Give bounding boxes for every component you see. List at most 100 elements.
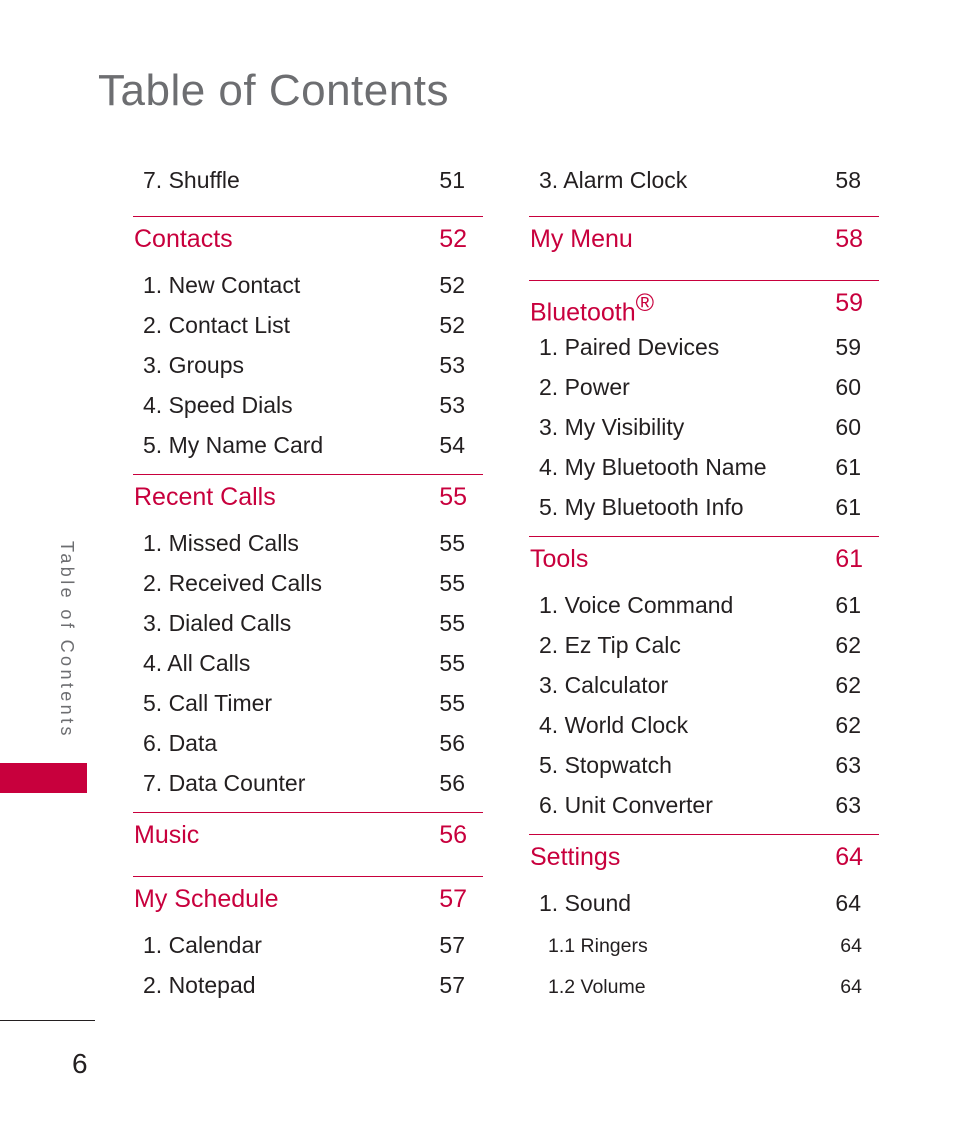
entry-page: 54 — [439, 432, 465, 458]
entry-label: 1. Calendar — [143, 932, 262, 958]
section-title: Music — [134, 821, 200, 849]
section-title: Bluetooth® — [530, 288, 654, 327]
entry-label: 3. My Visibility — [539, 414, 685, 440]
entry-page: 62 — [835, 632, 861, 658]
entry-page: 55 — [439, 610, 465, 636]
toc-entry[interactable]: 6. Data 56 — [133, 723, 483, 763]
toc-entry[interactable]: 1. Missed Calls 55 — [133, 523, 483, 563]
toc-entry[interactable]: 1. New Contact 52 — [133, 265, 483, 305]
toc-entry[interactable]: 2. Ez Tip Calc 62 — [529, 625, 879, 665]
section-page: 58 — [835, 225, 863, 253]
toc-entry[interactable]: 1. Sound 64 — [529, 883, 879, 923]
section-title: Contacts — [134, 225, 233, 253]
entry-label: 1. Sound — [539, 890, 632, 916]
toc-entry[interactable]: 5. Stopwatch 63 — [529, 745, 879, 785]
toc-section-recent-calls[interactable]: Recent Calls 55 — [133, 474, 483, 523]
entry-page: 59 — [835, 334, 861, 360]
toc-entry[interactable]: 4. World Clock 62 — [529, 705, 879, 745]
entry-page: 51 — [439, 167, 465, 193]
toc-entry[interactable]: 5. My Bluetooth Info 61 — [529, 487, 879, 527]
toc-section-bluetooth[interactable]: Bluetooth® 59 — [529, 280, 879, 327]
toc-section-music[interactable]: Music 56 — [133, 812, 483, 876]
toc-entry[interactable]: 7. Shuffle 51 — [133, 160, 483, 200]
entry-label: 4. Speed Dials — [143, 392, 293, 418]
entry-label: 2. Received Calls — [143, 570, 322, 596]
toc-section-settings[interactable]: Settings 64 — [529, 834, 879, 883]
section-title: Tools — [530, 545, 589, 573]
entry-label: 2. Power — [539, 374, 630, 400]
entry-page: 57 — [439, 932, 465, 958]
entry-label: 5. Call Timer — [143, 690, 273, 716]
entry-label: 1. Paired Devices — [539, 334, 720, 360]
entry-page: 62 — [835, 672, 861, 698]
entry-page: 55 — [439, 690, 465, 716]
entry-label: 6. Data — [143, 730, 218, 756]
section-title: My Menu — [530, 225, 633, 253]
footer-rule — [0, 1020, 95, 1021]
entry-label: 4. All Calls — [143, 650, 251, 676]
entry-label: 2. Contact List — [143, 312, 291, 338]
entry-label: 3. Dialed Calls — [143, 610, 292, 636]
entry-label: 7. Data Counter — [143, 770, 306, 796]
entry-page: 63 — [835, 752, 861, 778]
entry-label: 2. Ez Tip Calc — [539, 632, 681, 658]
toc-entry[interactable]: 2. Received Calls 55 — [133, 563, 483, 603]
entry-page: 60 — [835, 374, 861, 400]
toc-subentry[interactable]: 1.2 Volume 64 — [529, 964, 879, 1005]
toc-entry[interactable]: 2. Notepad 57 — [133, 965, 483, 1005]
entry-label: 3. Alarm Clock — [539, 167, 688, 193]
section-page: 64 — [835, 843, 863, 871]
toc-section-my-menu[interactable]: My Menu 58 — [529, 216, 879, 280]
entry-label: 1.1 Ringers — [548, 935, 648, 957]
entry-label: 6. Unit Converter — [539, 792, 713, 818]
entry-page: 56 — [439, 730, 465, 756]
section-page: 52 — [439, 225, 467, 253]
toc-section-contacts[interactable]: Contacts 52 — [133, 216, 483, 265]
entry-label: 5. My Name Card — [143, 432, 324, 458]
entry-page: 55 — [439, 570, 465, 596]
entry-label: 1. Missed Calls — [143, 530, 299, 556]
toc-entry[interactable]: 3. Alarm Clock 58 — [529, 160, 879, 200]
section-title-text: Bluetooth — [530, 298, 636, 327]
entry-page: 63 — [835, 792, 861, 818]
toc-section-tools[interactable]: Tools 61 — [529, 536, 879, 585]
toc-entry[interactable]: 2. Contact List 52 — [133, 305, 483, 345]
side-tab-label: Table of Contents — [57, 541, 77, 739]
toc-entry[interactable]: 4. All Calls 55 — [133, 643, 483, 683]
section-page: 59 — [835, 289, 863, 317]
section-page: 55 — [439, 483, 467, 511]
section-title: Recent Calls — [134, 483, 276, 511]
toc-subentry[interactable]: 1.1 Ringers 64 — [529, 923, 879, 964]
entry-page: 53 — [439, 352, 465, 378]
entry-page: 64 — [835, 890, 861, 916]
toc-section-my-schedule[interactable]: My Schedule 57 — [133, 876, 483, 925]
toc-entry[interactable]: 3. Groups 53 — [133, 345, 483, 385]
entry-page: 62 — [835, 712, 861, 738]
section-page: 57 — [439, 885, 467, 913]
toc-left-column: 7. Shuffle 51 Contacts 52 1. New Contact 52… — [133, 160, 483, 1005]
entry-label: 3. Groups — [143, 352, 244, 378]
toc-entry[interactable]: 1. Calendar 57 — [133, 925, 483, 965]
toc-right-column: 3. Alarm Clock 58 My Menu 58 Bluetooth® 59 … — [529, 160, 879, 1005]
toc-entry[interactable]: 3. Calculator 62 — [529, 665, 879, 705]
entry-label: 7. Shuffle — [143, 167, 240, 193]
toc-entry[interactable]: 5. My Name Card 54 — [133, 425, 483, 465]
toc-entry[interactable]: 2. Power 60 — [529, 367, 879, 407]
entry-label: 2. Notepad — [143, 972, 256, 998]
toc-entry[interactable]: 4. My Bluetooth Name 61 — [529, 447, 879, 487]
toc-entry[interactable]: 6. Unit Converter 63 — [529, 785, 879, 825]
toc-entry[interactable]: 7. Data Counter 56 — [133, 763, 483, 803]
section-page: 56 — [439, 821, 467, 849]
page-title: Table of Contents — [98, 66, 449, 115]
toc-entry[interactable]: 3. My Visibility 60 — [529, 407, 879, 447]
toc-entry[interactable]: 4. Speed Dials 53 — [133, 385, 483, 425]
entry-page: 60 — [835, 414, 861, 440]
registered-mark: ® — [635, 289, 655, 317]
entry-page: 53 — [439, 392, 465, 418]
section-title: Settings — [530, 843, 621, 871]
entry-page: 58 — [835, 167, 861, 193]
toc-entry[interactable]: 1. Voice Command 61 — [529, 585, 879, 625]
toc-entry[interactable]: 5. Call Timer 55 — [133, 683, 483, 723]
toc-entry[interactable]: 3. Dialed Calls 55 — [133, 603, 483, 643]
toc-entry[interactable]: 1. Paired Devices 59 — [529, 327, 879, 367]
